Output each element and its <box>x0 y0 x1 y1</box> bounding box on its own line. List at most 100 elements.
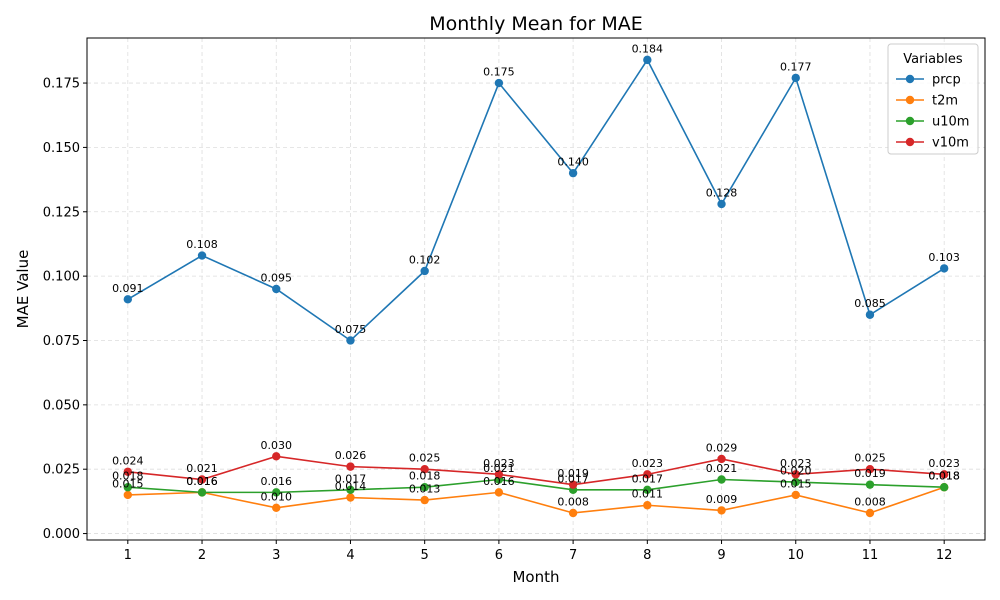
point-t2m <box>568 508 578 518</box>
y-tick-label: 0.125 <box>43 205 80 220</box>
y-tick-label: 0.025 <box>43 463 80 478</box>
point-u10m <box>791 477 800 487</box>
point-u10m <box>865 480 875 489</box>
data-label-prcp: 0.177 <box>780 60 812 73</box>
point-v10m <box>197 475 207 484</box>
legend-item-t2m: t2m <box>896 94 958 109</box>
legend-label-u10m: u10m <box>932 115 969 130</box>
data-label-t2m: 0.008 <box>854 495 886 508</box>
data-label-v10m: 0.023 <box>632 457 664 470</box>
legend-box <box>887 43 979 155</box>
point-v10m <box>643 470 652 479</box>
x-axis-title: Month <box>512 568 559 586</box>
point-u10m <box>717 475 726 484</box>
data-label-v10m: 0.029 <box>706 441 738 454</box>
point-t2m <box>346 493 355 502</box>
point-prcp <box>494 78 504 88</box>
x-tick-label: 6 <box>495 548 503 563</box>
series-v10m <box>123 452 949 489</box>
series-t2m <box>123 483 949 518</box>
x-tick-label: 8 <box>643 548 651 563</box>
plot-frame <box>86 37 986 541</box>
data-label-u10m: 0.016 <box>186 475 218 488</box>
x-tick-label: 3 <box>272 548 280 563</box>
x-tick-label: 10 <box>787 548 804 563</box>
point-v10m <box>568 480 578 489</box>
series-line-v10m <box>127 455 945 486</box>
legend-item-v10m: v10m <box>896 136 969 151</box>
data-label-v10m: 0.023 <box>780 457 812 470</box>
point-u10m <box>939 483 949 492</box>
data-label-t2m: 0.015 <box>112 477 144 490</box>
point-v10m <box>939 470 949 479</box>
data-label-prcp: 0.140 <box>557 156 589 169</box>
data-label-prcp: 0.108 <box>186 238 218 251</box>
y-axis-title: MAE Value <box>14 250 32 329</box>
data-label-t2m: 0.009 <box>706 493 738 506</box>
point-v10m <box>494 470 504 479</box>
data-label-v10m: 0.019 <box>557 467 589 480</box>
data-label-v10m: 0.026 <box>335 449 367 462</box>
point-t2m <box>791 490 800 500</box>
x-tick-label: 9 <box>717 548 725 563</box>
data-label-v10m: 0.023 <box>928 457 960 470</box>
legend-marker-v10m <box>905 137 915 147</box>
x-tick-label: 7 <box>569 548 577 563</box>
legend-marker-u10m <box>905 116 915 126</box>
data-label-t2m: 0.013 <box>409 483 441 496</box>
point-v10m <box>865 465 875 474</box>
point-prcp <box>939 264 949 273</box>
data-label-u10m: 0.016 <box>260 475 292 488</box>
x-tick-label: 12 <box>936 548 953 563</box>
data-label-u10m: 0.017 <box>557 472 589 485</box>
point-t2m <box>494 488 504 497</box>
legend-label-prcp: prcp <box>932 73 961 88</box>
data-label-prcp: 0.175 <box>483 66 515 79</box>
point-prcp <box>420 266 429 276</box>
data-label-prcp: 0.102 <box>409 253 441 266</box>
data-label-t2m: 0.016 <box>186 475 218 488</box>
point-t2m <box>272 503 281 513</box>
x-tick-label: 11 <box>862 548 879 563</box>
point-t2m <box>865 508 875 518</box>
point-u10m <box>123 483 133 492</box>
series-line-u10m <box>127 478 945 494</box>
point-prcp <box>123 295 133 304</box>
series-layer <box>123 55 949 518</box>
data-label-t2m: 0.018 <box>928 470 960 483</box>
point-t2m <box>123 490 133 500</box>
point-v10m <box>717 454 726 464</box>
x-axis: 1 2 3 4 5 6 7 8 9 10 11 12 <box>124 540 953 563</box>
data-label-prcp: 0.085 <box>854 297 886 310</box>
point-v10m <box>123 467 133 476</box>
data-label-prcp: 0.075 <box>335 323 367 336</box>
y-tick-label: 0.075 <box>43 334 80 349</box>
legend-title: Variables <box>903 52 963 67</box>
point-v10m <box>346 462 355 471</box>
legend-item-u10m: u10m <box>896 115 969 130</box>
point-u10m <box>346 485 355 494</box>
data-label-t2m: 0.011 <box>632 488 664 501</box>
data-label-u10m: 0.018 <box>928 470 960 483</box>
point-u10m <box>197 488 207 497</box>
legend-item-prcp: prcp <box>896 73 961 88</box>
point-v10m <box>420 465 429 474</box>
data-label-v10m: 0.025 <box>409 452 441 465</box>
data-label-u10m: 0.021 <box>706 462 738 475</box>
legend-marker-prcp <box>905 74 915 84</box>
data-label-v10m: 0.025 <box>854 452 886 465</box>
data-label-u10m: 0.020 <box>780 465 812 478</box>
data-label-v10m: 0.030 <box>260 439 292 452</box>
data-label-t2m: 0.016 <box>483 475 515 488</box>
x-tick-label: 1 <box>124 548 132 563</box>
data-label-prcp: 0.103 <box>928 251 960 264</box>
data-label-prcp: 0.184 <box>632 42 664 55</box>
series-line-prcp <box>127 58 945 342</box>
legend-label-t2m: t2m <box>932 94 958 109</box>
data-label-v10m: 0.023 <box>483 457 515 470</box>
data-label-t2m: 0.008 <box>557 495 589 508</box>
y-tick-label: 0.175 <box>43 77 80 92</box>
point-v10m <box>791 470 800 479</box>
legend: Variables prcp t2m u10m v10m <box>887 43 979 155</box>
